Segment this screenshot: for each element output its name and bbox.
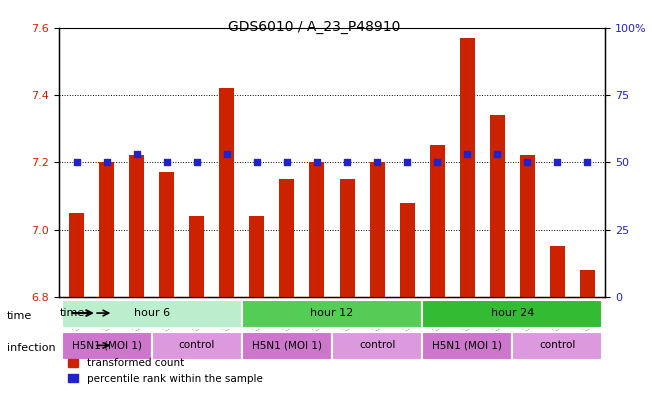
Point <box>582 159 592 165</box>
Bar <box>99 162 114 297</box>
Text: H5N1 (MOI 1): H5N1 (MOI 1) <box>252 340 322 351</box>
Point <box>282 159 292 165</box>
FancyBboxPatch shape <box>62 332 152 360</box>
Bar <box>249 216 264 297</box>
Text: H5N1 (MOI 1): H5N1 (MOI 1) <box>72 340 142 351</box>
Point <box>312 159 322 165</box>
FancyBboxPatch shape <box>512 332 602 360</box>
FancyBboxPatch shape <box>152 332 242 360</box>
Bar <box>159 172 174 297</box>
Text: infection: infection <box>7 343 55 353</box>
FancyBboxPatch shape <box>62 300 242 328</box>
Bar <box>370 162 385 297</box>
FancyBboxPatch shape <box>422 300 602 328</box>
Text: GDS6010 / A_23_P48910: GDS6010 / A_23_P48910 <box>228 20 400 34</box>
Bar <box>129 156 145 297</box>
FancyBboxPatch shape <box>332 332 422 360</box>
Point <box>492 151 503 157</box>
Point <box>102 159 112 165</box>
Point <box>432 159 443 165</box>
Bar <box>279 179 294 297</box>
Point <box>342 159 352 165</box>
Text: hour 12: hour 12 <box>311 308 353 318</box>
Text: time: time <box>7 311 32 321</box>
Bar <box>69 213 84 297</box>
Bar <box>340 179 355 297</box>
Text: hour 6: hour 6 <box>133 308 170 318</box>
Text: hour 24: hour 24 <box>491 308 534 318</box>
Point <box>402 159 412 165</box>
Point <box>462 151 473 157</box>
Bar <box>460 38 475 297</box>
Bar <box>580 270 595 297</box>
Point <box>132 151 142 157</box>
Text: H5N1 (MOI 1): H5N1 (MOI 1) <box>432 340 502 351</box>
Point <box>221 151 232 157</box>
Bar <box>219 88 234 297</box>
Legend: transformed count, percentile rank within the sample: transformed count, percentile rank withi… <box>64 354 267 388</box>
Point <box>72 159 82 165</box>
Point <box>522 159 533 165</box>
Text: control: control <box>359 340 395 351</box>
Point <box>252 159 262 165</box>
Point <box>552 159 562 165</box>
Point <box>372 159 382 165</box>
Bar <box>490 115 505 297</box>
Bar <box>519 156 535 297</box>
Bar <box>430 145 445 297</box>
Bar <box>550 246 565 297</box>
Point <box>161 159 172 165</box>
Bar <box>400 203 415 297</box>
Text: control: control <box>539 340 575 351</box>
Text: control: control <box>178 340 215 351</box>
Bar <box>189 216 204 297</box>
FancyBboxPatch shape <box>242 300 422 328</box>
Bar <box>309 162 324 297</box>
Text: time: time <box>60 308 85 318</box>
Point <box>191 159 202 165</box>
FancyBboxPatch shape <box>422 332 512 360</box>
FancyBboxPatch shape <box>242 332 332 360</box>
